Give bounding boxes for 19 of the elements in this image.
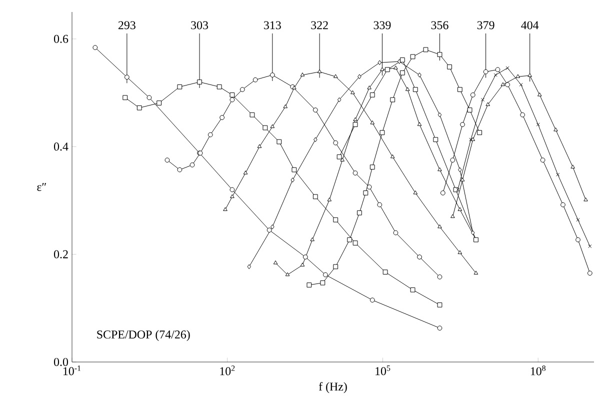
annotation: 293 [118,21,136,30]
y-tick-label: 0.4 [54,142,68,151]
x-tick-label: 10$^{5}$ [376,366,390,376]
x-tick-label: 10$^{2}$ [220,366,235,376]
annotation: 356 [431,21,448,30]
y-tick-label: 0.6 [54,34,68,43]
annotation: SCPE/DOP (74/26) [97,330,190,341]
y-tick-label: 0.0 [54,358,68,366]
annotation: 379 [477,21,494,30]
x-tick-label: 10$^{8}$ [530,366,546,376]
annotation: 313 [264,21,281,30]
y-tick-label: 0.2 [54,250,68,258]
y-axis-title: ε″ [37,183,46,191]
annotation: 339 [374,21,391,30]
annotation: 404 [521,21,539,30]
x-tick-label: 10$^{-1}$ [64,366,81,376]
annotation: 322 [311,21,328,30]
annotation: 303 [191,21,208,30]
x-axis-title: f (Hz) [318,382,347,394]
